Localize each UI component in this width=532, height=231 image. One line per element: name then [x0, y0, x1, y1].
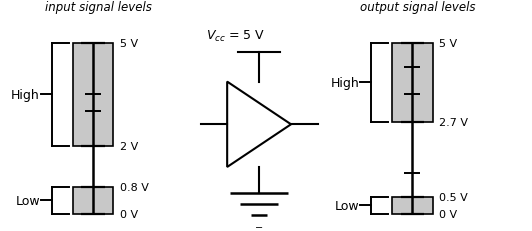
Text: 2.7 V: 2.7 V [439, 117, 468, 127]
Polygon shape [227, 82, 291, 167]
Bar [73, 187, 113, 214]
Text: 2 V: 2 V [120, 141, 138, 151]
Text: Low: Low [335, 199, 359, 212]
Text: Low: Low [15, 194, 40, 207]
Text: 5 V: 5 V [120, 39, 138, 49]
Bar [392, 44, 433, 122]
Text: −: − [255, 222, 263, 231]
Text: 0 V: 0 V [120, 209, 138, 219]
Text: 5 V: 5 V [439, 39, 457, 49]
Text: $V_{cc}$ = 5 V: $V_{cc}$ = 5 V [206, 29, 265, 44]
Text: 0.5 V: 0.5 V [439, 192, 468, 202]
Text: Acceptable TTL gate
input signal levels: Acceptable TTL gate input signal levels [38, 0, 159, 14]
Bar [392, 197, 433, 214]
Text: 0 V: 0 V [439, 209, 457, 219]
Text: 0.8 V: 0.8 V [120, 182, 148, 192]
Text: High: High [330, 77, 359, 90]
Bar [73, 44, 113, 146]
Text: High: High [11, 88, 40, 101]
Text: Acceptable TTL gate
output signal levels: Acceptable TTL gate output signal levels [358, 0, 478, 14]
